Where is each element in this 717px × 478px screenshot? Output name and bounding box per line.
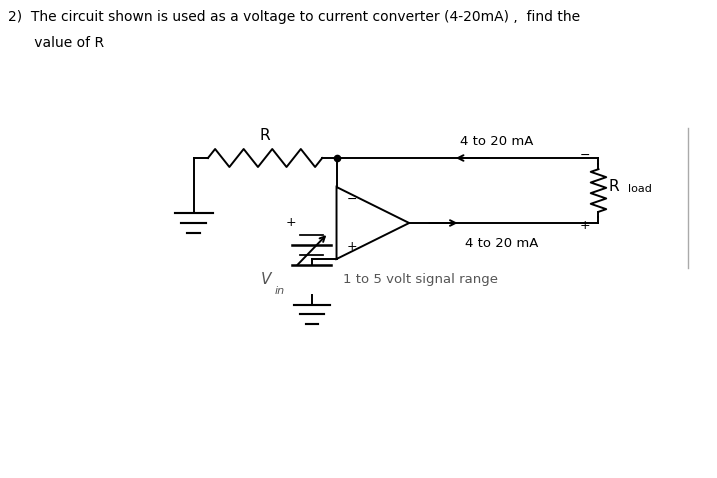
Text: +: + xyxy=(346,240,357,253)
Text: +: + xyxy=(579,218,590,232)
Text: R: R xyxy=(608,179,619,194)
Text: in: in xyxy=(275,286,285,296)
Text: +: + xyxy=(285,216,296,229)
Text: 4 to 20 mA: 4 to 20 mA xyxy=(460,135,533,148)
Text: −: − xyxy=(579,149,590,163)
Text: R: R xyxy=(260,128,270,143)
Text: 1 to 5 volt signal range: 1 to 5 volt signal range xyxy=(343,273,498,286)
Text: 2)  The circuit shown is used as a voltage to current converter (4-20mA) ,  find: 2) The circuit shown is used as a voltag… xyxy=(8,10,580,24)
Text: load: load xyxy=(627,185,652,195)
Text: 4 to 20 mA: 4 to 20 mA xyxy=(465,237,538,250)
Text: −: − xyxy=(346,193,356,206)
Text: V: V xyxy=(261,272,271,287)
Text: value of R: value of R xyxy=(8,36,104,50)
